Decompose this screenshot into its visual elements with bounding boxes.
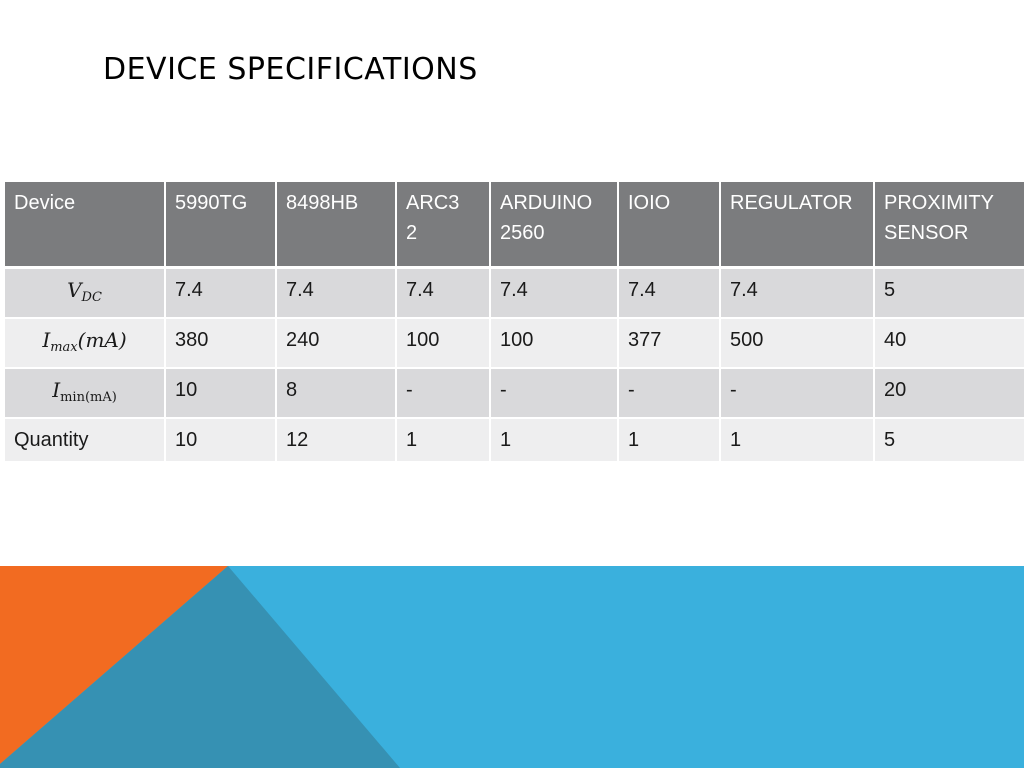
table-cell: 100	[489, 317, 619, 369]
row-label-subscript: min(mA)	[60, 390, 117, 405]
header-cell: ARDUINO 2560	[489, 180, 619, 269]
table-cell: 1	[489, 417, 619, 463]
teal-triangle	[0, 566, 400, 768]
row-label-subscript: max	[50, 340, 78, 355]
table-cell: 7.4	[719, 266, 875, 319]
table-cell: 100	[395, 317, 491, 369]
table-cell: 7.4	[395, 266, 491, 319]
table-cell: 5	[873, 266, 1024, 319]
table-cell: 1	[395, 417, 491, 463]
header-cell: Device	[3, 180, 166, 269]
table-cell: 1	[719, 417, 875, 463]
header-cell: 5990TG	[164, 180, 277, 269]
table-cell: 40	[873, 317, 1024, 369]
header-cell: PROXIMITY SENSOR	[873, 180, 1024, 269]
row-label-symbol: V	[67, 278, 82, 302]
table-cell: 7.4	[489, 266, 619, 319]
table-cell: 10	[164, 417, 277, 463]
decorative-footer-shapes	[0, 566, 1024, 768]
table-row: Imin(mA) 10 8 - - - - 20	[3, 367, 1024, 419]
table-cell: -	[395, 367, 491, 419]
table-cell: 10	[164, 367, 277, 419]
table-cell: -	[719, 367, 875, 419]
header-cell: ARC3 2	[395, 180, 491, 269]
row-label-imax: Imax(mA)	[3, 317, 166, 369]
header-cell: IOIO	[617, 180, 721, 269]
row-label-imin: Imin(mA)	[3, 367, 166, 419]
table-header-row: Device 5990TG 8498HB ARC3 2 ARDUINO 2560…	[3, 180, 1024, 269]
row-label-subscript: DC	[81, 290, 102, 305]
row-label-tail: (mA)	[77, 328, 127, 352]
header-cell: 8498HB	[275, 180, 397, 269]
table-row: Imax(mA) 380 240 100 100 377 500 40	[3, 317, 1024, 369]
table-cell: 380	[164, 317, 277, 369]
slide-title: DEVICE SPECIFICATIONS	[103, 52, 478, 87]
table-cell: 8	[275, 367, 397, 419]
table-cell: -	[489, 367, 619, 419]
table-row: Quantity 10 12 1 1 1 1 5	[3, 417, 1024, 463]
table-row: VDC 7.4 7.4 7.4 7.4 7.4 7.4 5	[3, 266, 1024, 319]
table-cell: 12	[275, 417, 397, 463]
specs-table-container: Device 5990TG 8498HB ARC3 2 ARDUINO 2560…	[3, 180, 1024, 463]
table-cell: 7.4	[275, 266, 397, 319]
table-cell: -	[617, 367, 721, 419]
table-cell: 7.4	[164, 266, 277, 319]
table-cell: 20	[873, 367, 1024, 419]
table-cell: 1	[617, 417, 721, 463]
row-label-vdc: VDC	[3, 266, 166, 319]
row-label-symbol: I	[42, 328, 51, 352]
table-cell: 500	[719, 317, 875, 369]
table-cell: 5	[873, 417, 1024, 463]
specs-table: Device 5990TG 8498HB ARC3 2 ARDUINO 2560…	[3, 180, 1024, 463]
row-label-symbol: I	[52, 378, 61, 402]
header-cell-text: ARC3 2	[406, 192, 460, 244]
table-cell: 7.4	[617, 266, 721, 319]
table-cell: 240	[275, 317, 397, 369]
table-cell: 377	[617, 317, 721, 369]
header-cell: REGULATOR	[719, 180, 875, 269]
row-label-quantity: Quantity	[3, 417, 166, 463]
